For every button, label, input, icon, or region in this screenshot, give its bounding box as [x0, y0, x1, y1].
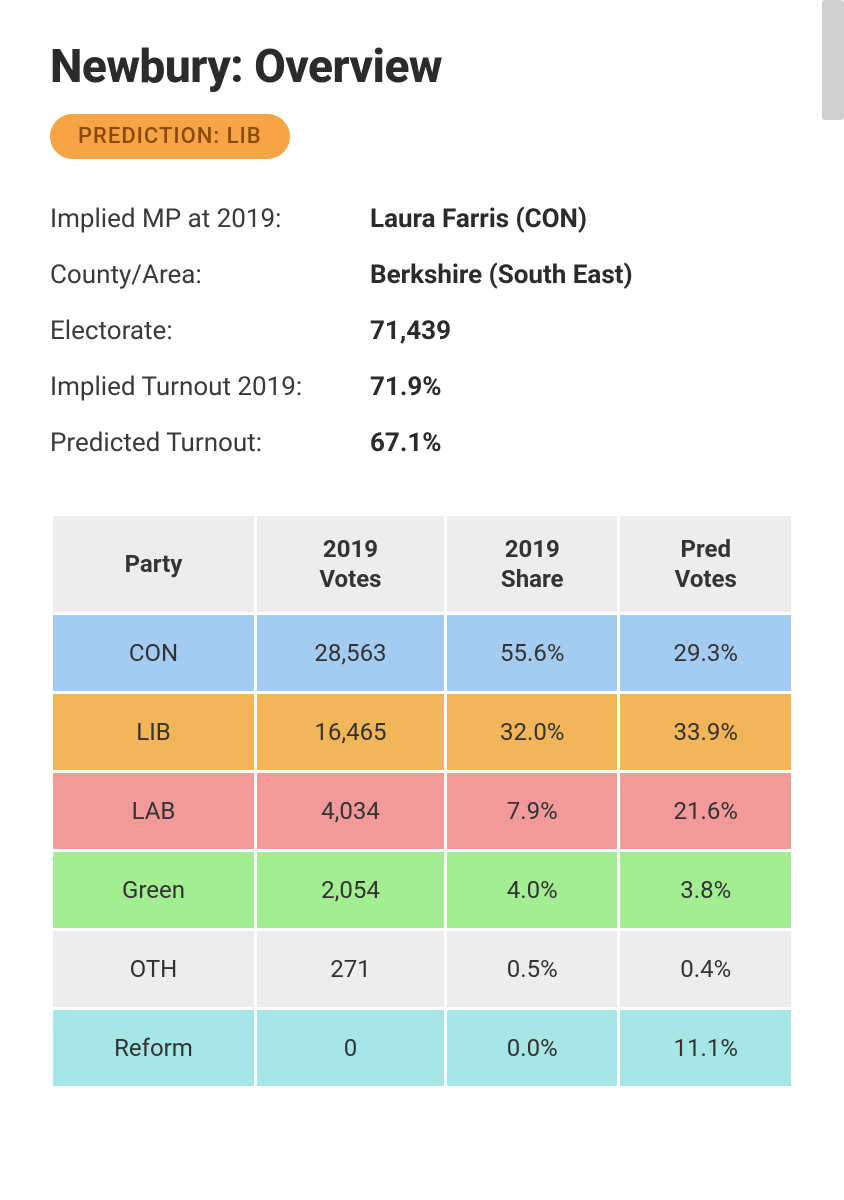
cell-party: Reform: [53, 1010, 254, 1086]
cell-share2019: 7.9%: [447, 773, 617, 849]
county-value: Berkshire (South East): [370, 260, 794, 290]
cell-share2019: 0.0%: [447, 1010, 617, 1086]
cell-votes2019: 2,054: [257, 852, 444, 928]
mp-label: Implied MP at 2019:: [50, 204, 370, 234]
electorate-label: Electorate:: [50, 316, 370, 346]
cell-votes2019: 0: [257, 1010, 444, 1086]
mp-value: Laura Farris (CON): [370, 204, 794, 234]
cell-predvotes: 3.8%: [620, 852, 791, 928]
cell-share2019: 55.6%: [447, 615, 617, 691]
cell-party: LIB: [53, 694, 254, 770]
cell-share2019: 0.5%: [447, 931, 617, 1007]
cell-votes2019: 28,563: [257, 615, 444, 691]
table-header-2: 2019Share: [447, 516, 617, 612]
table-row: OTH2710.5%0.4%: [53, 931, 791, 1007]
cell-party: OTH: [53, 931, 254, 1007]
info-grid: Implied MP at 2019: Laura Farris (CON) C…: [50, 204, 794, 458]
cell-share2019: 32.0%: [447, 694, 617, 770]
table-header-1: 2019Votes: [257, 516, 444, 612]
table-row: LAB4,0347.9%21.6%: [53, 773, 791, 849]
table-row: Reform00.0%11.1%: [53, 1010, 791, 1086]
cell-votes2019: 271: [257, 931, 444, 1007]
predturnout-value: 67.1%: [370, 428, 794, 458]
county-label: County/Area:: [50, 260, 370, 290]
table-row: CON28,56355.6%29.3%: [53, 615, 791, 691]
cell-predvotes: 0.4%: [620, 931, 791, 1007]
prediction-badge: PREDICTION: LIB: [50, 114, 290, 159]
table-row: Green2,0544.0%3.8%: [53, 852, 791, 928]
cell-votes2019: 4,034: [257, 773, 444, 849]
cell-party: Green: [53, 852, 254, 928]
cell-share2019: 4.0%: [447, 852, 617, 928]
electorate-value: 71,439: [370, 316, 794, 346]
cell-predvotes: 21.6%: [620, 773, 791, 849]
cell-predvotes: 33.9%: [620, 694, 791, 770]
predturnout-label: Predicted Turnout:: [50, 428, 370, 458]
cell-party: LAB: [53, 773, 254, 849]
results-table: Party2019Votes2019SharePredVotes CON28,5…: [50, 513, 794, 1089]
page-title: Newbury: Overview: [50, 40, 794, 94]
table-header-0: Party: [53, 516, 254, 612]
cell-party: CON: [53, 615, 254, 691]
turnout2019-label: Implied Turnout 2019:: [50, 372, 370, 402]
table-header-3: PredVotes: [620, 516, 791, 612]
right-side-bar: [822, 0, 844, 120]
cell-predvotes: 11.1%: [620, 1010, 791, 1086]
turnout2019-value: 71.9%: [370, 372, 794, 402]
cell-votes2019: 16,465: [257, 694, 444, 770]
cell-predvotes: 29.3%: [620, 615, 791, 691]
table-row: LIB16,46532.0%33.9%: [53, 694, 791, 770]
